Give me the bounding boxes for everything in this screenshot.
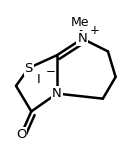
- Text: N: N: [52, 87, 62, 100]
- Text: +: +: [90, 24, 100, 38]
- Text: O: O: [16, 128, 26, 141]
- Text: S: S: [25, 62, 33, 75]
- Text: −: −: [46, 65, 55, 78]
- Text: Me: Me: [71, 16, 89, 29]
- Text: I: I: [37, 73, 41, 86]
- Text: N: N: [78, 32, 87, 45]
